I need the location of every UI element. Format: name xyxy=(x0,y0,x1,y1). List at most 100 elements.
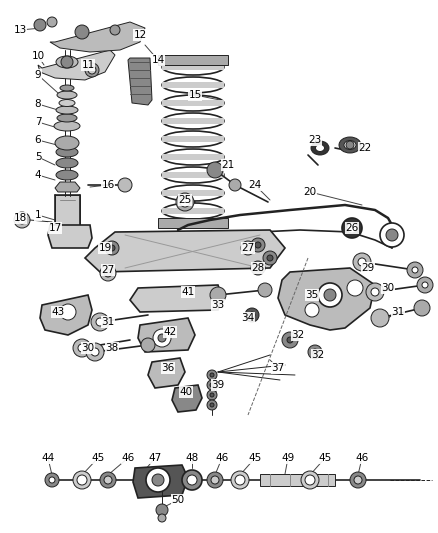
Circle shape xyxy=(210,403,214,407)
Text: 12: 12 xyxy=(134,30,147,40)
Circle shape xyxy=(350,472,366,488)
Circle shape xyxy=(287,337,293,343)
Bar xyxy=(158,55,228,65)
Circle shape xyxy=(245,308,259,322)
Text: 30: 30 xyxy=(381,283,395,293)
Circle shape xyxy=(86,343,104,361)
Circle shape xyxy=(14,212,30,228)
Polygon shape xyxy=(162,64,224,70)
Circle shape xyxy=(207,400,217,410)
Ellipse shape xyxy=(54,121,80,131)
Text: 49: 49 xyxy=(281,453,295,463)
Circle shape xyxy=(176,193,194,211)
Polygon shape xyxy=(40,295,92,335)
Circle shape xyxy=(407,262,423,278)
Text: 5: 5 xyxy=(35,152,41,162)
Circle shape xyxy=(156,504,168,516)
Circle shape xyxy=(61,56,73,68)
Text: 15: 15 xyxy=(188,90,201,100)
Circle shape xyxy=(347,280,363,296)
Text: 7: 7 xyxy=(35,117,41,127)
Text: 21: 21 xyxy=(221,160,235,170)
Circle shape xyxy=(231,471,249,489)
Circle shape xyxy=(353,253,371,271)
Circle shape xyxy=(347,223,357,233)
Circle shape xyxy=(308,345,322,359)
Text: 6: 6 xyxy=(35,135,41,145)
Ellipse shape xyxy=(344,141,356,149)
Polygon shape xyxy=(162,100,224,106)
Circle shape xyxy=(207,390,217,400)
Ellipse shape xyxy=(56,106,78,114)
Text: 24: 24 xyxy=(248,180,261,190)
Circle shape xyxy=(386,229,398,241)
Circle shape xyxy=(100,265,116,281)
Circle shape xyxy=(318,283,342,307)
Polygon shape xyxy=(278,268,375,330)
Circle shape xyxy=(258,283,272,297)
Ellipse shape xyxy=(56,147,78,157)
Circle shape xyxy=(34,19,46,31)
Polygon shape xyxy=(162,118,224,124)
Ellipse shape xyxy=(59,100,75,107)
Circle shape xyxy=(207,380,217,390)
Circle shape xyxy=(85,63,99,77)
Text: 46: 46 xyxy=(121,453,134,463)
Text: 29: 29 xyxy=(361,263,374,273)
Circle shape xyxy=(91,348,99,356)
Ellipse shape xyxy=(339,137,361,153)
Circle shape xyxy=(152,474,164,486)
Text: 8: 8 xyxy=(35,99,41,109)
Text: 14: 14 xyxy=(152,55,165,65)
Circle shape xyxy=(249,312,255,318)
Ellipse shape xyxy=(56,170,78,180)
Circle shape xyxy=(73,471,91,489)
Circle shape xyxy=(109,245,115,251)
Circle shape xyxy=(73,339,91,357)
Ellipse shape xyxy=(56,56,78,68)
Text: 26: 26 xyxy=(346,223,359,233)
Text: 20: 20 xyxy=(304,187,317,197)
Circle shape xyxy=(342,218,362,238)
Circle shape xyxy=(324,289,336,301)
Circle shape xyxy=(263,251,277,265)
Polygon shape xyxy=(148,358,185,388)
Polygon shape xyxy=(162,208,224,214)
Ellipse shape xyxy=(55,136,79,150)
Circle shape xyxy=(422,282,428,288)
Ellipse shape xyxy=(311,141,329,155)
Circle shape xyxy=(49,477,55,483)
Text: 33: 33 xyxy=(212,300,225,310)
Circle shape xyxy=(255,242,261,248)
Text: 37: 37 xyxy=(272,363,285,373)
Text: 31: 31 xyxy=(392,307,405,317)
Ellipse shape xyxy=(57,91,77,99)
Polygon shape xyxy=(48,225,92,248)
Circle shape xyxy=(158,334,166,342)
Bar xyxy=(260,474,335,486)
Text: 22: 22 xyxy=(358,143,371,153)
Text: 46: 46 xyxy=(355,453,369,463)
Polygon shape xyxy=(162,82,224,88)
Circle shape xyxy=(417,277,433,293)
Text: 30: 30 xyxy=(81,343,95,353)
Text: 16: 16 xyxy=(101,180,115,190)
Text: 42: 42 xyxy=(163,327,177,337)
Polygon shape xyxy=(50,22,145,52)
Circle shape xyxy=(88,66,96,74)
Text: 27: 27 xyxy=(241,243,254,253)
Text: 23: 23 xyxy=(308,135,321,145)
Text: 38: 38 xyxy=(106,343,119,353)
Circle shape xyxy=(380,223,404,247)
Circle shape xyxy=(251,238,265,252)
Text: 17: 17 xyxy=(48,223,62,233)
Circle shape xyxy=(91,313,109,331)
Ellipse shape xyxy=(57,114,77,122)
Circle shape xyxy=(210,287,226,303)
Text: 19: 19 xyxy=(99,243,112,253)
Circle shape xyxy=(45,473,59,487)
Circle shape xyxy=(110,25,120,35)
Text: 35: 35 xyxy=(305,290,318,300)
Circle shape xyxy=(210,393,214,397)
Circle shape xyxy=(18,216,26,224)
